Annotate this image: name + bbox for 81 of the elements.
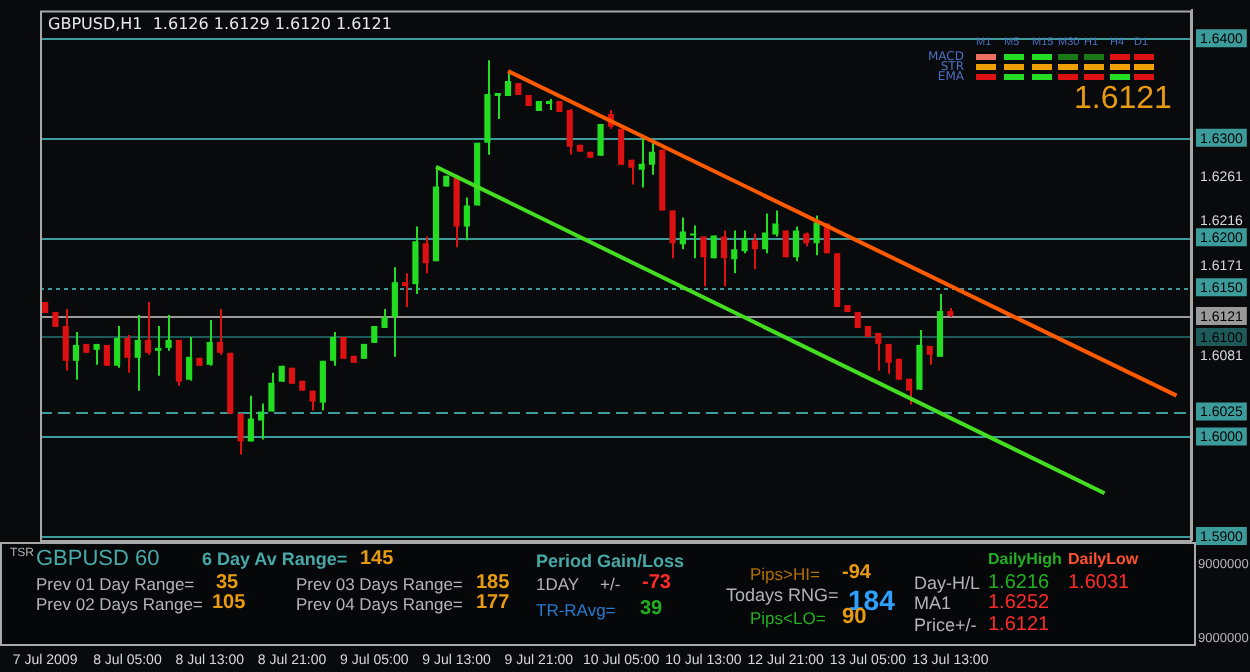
candlestick	[690, 224, 697, 260]
text: Prev 03 Days Range=	[296, 573, 463, 594]
candlestick	[618, 127, 625, 166]
text: MA1	[914, 593, 952, 613]
candlestick	[772, 209, 779, 238]
candlestick	[762, 212, 769, 255]
text: Pips>HI=	[750, 563, 820, 584]
text: 1.6121	[988, 614, 1050, 636]
text: DailyHigh	[988, 550, 1062, 568]
candlestick	[700, 235, 707, 288]
text: Prev 04 Days Range=	[296, 593, 463, 614]
candlestick	[72, 330, 80, 381]
text: 1.6252	[988, 592, 1050, 614]
text: Prev 01 Day Range=	[36, 573, 195, 594]
text: -73	[642, 572, 671, 594]
candlestick	[782, 229, 789, 259]
text: Todays RNG=	[726, 585, 839, 605]
candlestick	[648, 140, 656, 176]
candlestick	[638, 133, 645, 189]
text: 1.6031	[1068, 572, 1130, 594]
candlestick	[330, 330, 337, 367]
candlestick	[731, 229, 738, 275]
text: 145	[360, 548, 394, 570]
candlestick	[885, 342, 892, 375]
text: Period Gain/Loss	[536, 551, 685, 571]
text: 105	[212, 592, 246, 614]
candlestick	[114, 324, 121, 369]
annotation: 1.6121	[1074, 82, 1172, 116]
candlestick	[216, 308, 224, 356]
text: 185	[476, 572, 510, 594]
candlestick	[875, 331, 882, 372]
text: 35	[216, 572, 239, 594]
candlestick	[144, 301, 152, 356]
candlestick	[566, 107, 573, 156]
candlestick	[237, 412, 244, 456]
text: DailyLow	[1068, 550, 1139, 568]
candlestick	[628, 158, 635, 186]
candlestick	[679, 216, 686, 251]
candlestick	[412, 225, 419, 296]
text: 39	[640, 598, 663, 620]
candlestick	[186, 335, 193, 382]
text: Prev 02 Days Range=	[36, 593, 203, 614]
candlestick	[175, 338, 182, 387]
candlestick	[720, 229, 728, 288]
candlestick	[813, 214, 820, 257]
candlestick	[669, 209, 676, 260]
candlestick	[463, 196, 470, 242]
text: GBPUSD 60	[36, 547, 160, 571]
text: 1DAY	[536, 573, 580, 594]
candlestick	[247, 394, 254, 443]
text: Day-H/L	[914, 573, 981, 593]
text: TR-RAvg=	[536, 599, 616, 620]
text: +/-	[600, 573, 621, 594]
candlestick	[906, 377, 913, 406]
candlestick	[402, 272, 409, 309]
candlestick	[268, 371, 275, 413]
candlestick	[258, 402, 265, 441]
candlestick	[206, 319, 213, 367]
candlestick	[165, 314, 172, 352]
text: 177	[476, 592, 510, 614]
chart-title: GBPUSD,H1 1.6126 1.6129 1.6120 1.6121	[48, 14, 392, 33]
candlestick	[319, 359, 326, 412]
candlestick	[916, 328, 923, 391]
candlestick	[422, 235, 429, 275]
text: Price+/-	[914, 615, 977, 635]
candlestick	[504, 70, 512, 98]
text: 6 Day Av Range=	[202, 549, 348, 569]
text: 1.6216	[988, 572, 1050, 594]
candlestick	[391, 266, 398, 358]
text: Pips<LO=	[750, 607, 826, 628]
candlestick	[134, 314, 141, 392]
candlestick	[494, 92, 501, 120]
candlestick	[124, 333, 131, 374]
candlestick	[155, 324, 162, 377]
candlestick	[792, 225, 800, 263]
candlestick	[936, 293, 944, 358]
candlestick	[741, 229, 748, 255]
candlestick	[62, 308, 69, 372]
candlestick	[751, 232, 758, 271]
candlestick	[381, 308, 388, 329]
text: -94	[842, 562, 871, 584]
